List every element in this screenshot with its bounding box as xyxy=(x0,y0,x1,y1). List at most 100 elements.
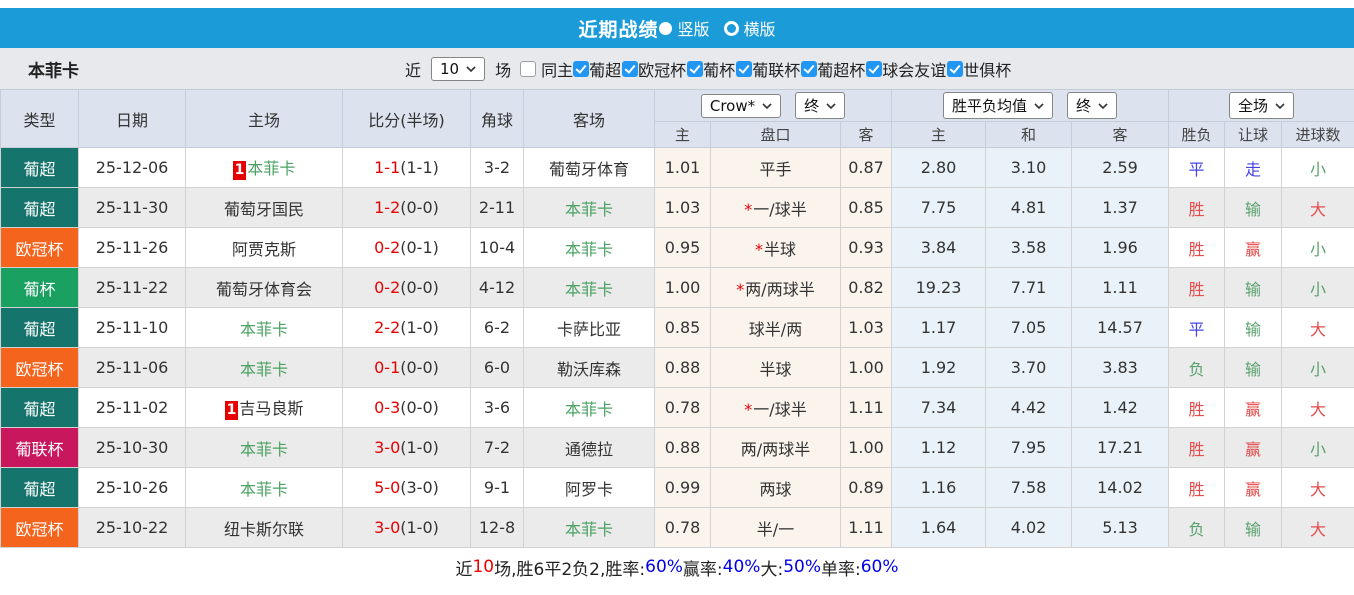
cell-avg-draw: 3.10 xyxy=(985,147,1073,188)
cell-score: 3-0(1-0) xyxy=(342,507,471,548)
rank-badge: 1 xyxy=(224,401,239,420)
cell-home-team: 葡萄牙体育会 xyxy=(185,267,343,308)
handicap-text: 半球 xyxy=(759,359,792,379)
cell-home-team: 阿贾克斯 xyxy=(185,227,343,268)
avg-type-select[interactable]: 胜平负均值 xyxy=(943,92,1054,119)
league-checkbox[interactable] xyxy=(687,60,704,77)
odds-time-select[interactable]: 终 xyxy=(795,92,846,119)
league-checkbox[interactable] xyxy=(947,60,964,77)
col-header-type: 类型 xyxy=(0,89,79,148)
vertical-layout-label[interactable]: 竖版 xyxy=(677,20,710,39)
team-name: 本菲卡 xyxy=(28,61,79,81)
handicap-text: 两/两球半 xyxy=(740,439,811,459)
cell-away-team: 卡萨比亚 xyxy=(523,307,655,348)
fulltime-score: 5-0 xyxy=(374,478,401,497)
halftime-score: (1-0) xyxy=(400,318,439,337)
cell-odds-away: 0.93 xyxy=(839,227,893,268)
halftime-score: (0-0) xyxy=(400,398,439,417)
league-filter-label: 葡超 xyxy=(589,60,622,80)
league-filter-group: 葡超 欧冠杯 葡杯 葡联杯 葡超杯 球会友谊 世俱杯 xyxy=(573,57,1012,81)
league-badge: 葡联杯 xyxy=(0,427,79,468)
cell-away-team: 本菲卡 xyxy=(523,227,655,268)
handicap-text: 半/一 xyxy=(756,519,795,539)
chevron-down-icon xyxy=(1275,102,1285,109)
away-team-name: 本菲卡 xyxy=(564,279,613,299)
avg-type-value: 胜平负均值 xyxy=(952,97,1028,115)
halftime-score: (3-0) xyxy=(400,478,439,497)
league-badge: 葡超 xyxy=(0,187,79,228)
odds-time-value: 终 xyxy=(804,97,820,115)
cell-away-team: 勒沃库森 xyxy=(523,347,655,388)
halftime-score: (0-1) xyxy=(400,238,439,257)
cell-away-team: 本菲卡 xyxy=(523,267,655,308)
same-home-label: 同主 xyxy=(541,60,574,80)
cell-result-outcome: 负 xyxy=(1168,507,1226,548)
cell-away-team: 阿罗卡 xyxy=(523,467,655,508)
fulltime-score: 0-1 xyxy=(374,358,401,377)
odds-source-select[interactable]: Crow* xyxy=(700,93,782,118)
cell-result-outcome: 胜 xyxy=(1168,427,1226,468)
same-home-checkbox[interactable] xyxy=(520,60,537,77)
cell-result-goals: 小 xyxy=(1281,427,1354,468)
fulltime-score: 0-3 xyxy=(374,398,401,417)
cell-odds-home: 0.88 xyxy=(654,347,711,388)
handicap-text: 两球 xyxy=(759,479,792,499)
league-filter-label: 球会友谊 xyxy=(882,60,947,80)
league-filter-label: 葡超杯 xyxy=(817,60,866,80)
home-team-name: 阿贾克斯 xyxy=(231,239,296,259)
league-checkbox[interactable] xyxy=(801,60,818,77)
games-count-select[interactable]: 10 xyxy=(431,56,486,81)
col-header-date: 日期 xyxy=(78,89,186,148)
fulltime-score: 1-2 xyxy=(374,198,401,217)
cell-odds-away: 1.00 xyxy=(839,347,893,388)
away-team-name: 本菲卡 xyxy=(564,239,613,259)
cell-avg-home: 1.92 xyxy=(891,347,987,388)
cell-result-goals: 大 xyxy=(1281,387,1354,428)
cell-avg-away: 14.02 xyxy=(1071,467,1170,508)
league-checkbox[interactable] xyxy=(736,60,753,77)
cell-avg-home: 2.80 xyxy=(891,147,987,188)
cell-date: 25-11-06 xyxy=(78,347,186,388)
handicap-text: 球半/两 xyxy=(748,319,803,339)
cell-avg-home: 19.23 xyxy=(891,267,987,308)
cell-odds-home: 0.99 xyxy=(654,467,711,508)
halftime-score: (0-0) xyxy=(400,358,439,377)
league-badge: 葡超 xyxy=(0,467,79,508)
cell-result-goals: 小 xyxy=(1281,147,1354,188)
summary-segment: 60% xyxy=(645,557,683,577)
horizontal-layout-label[interactable]: 横版 xyxy=(743,20,776,39)
cell-avg-home: 3.84 xyxy=(891,227,987,268)
cell-away-team: 本菲卡 xyxy=(523,507,655,548)
sub-header-avg-away: 客 xyxy=(1071,121,1170,148)
summary-segment: 10 xyxy=(472,557,495,577)
avg-time-select[interactable]: 终 xyxy=(1067,92,1118,119)
summary-segment: 60% xyxy=(860,557,899,577)
fulltime-score: 0-2 xyxy=(374,238,401,257)
league-filter-label: 欧冠杯 xyxy=(638,60,687,80)
league-checkbox[interactable] xyxy=(866,60,883,77)
cell-odds-away: 0.89 xyxy=(839,467,893,508)
cell-avg-draw: 4.02 xyxy=(985,507,1073,548)
cell-date: 25-10-22 xyxy=(78,507,186,548)
cell-odds-home: 1.00 xyxy=(654,267,711,308)
horizontal-layout-radio[interactable] xyxy=(723,20,739,36)
near-label: 近 xyxy=(405,60,422,80)
cell-avg-away: 5.13 xyxy=(1071,507,1170,548)
cell-result-handicap-result: 输 xyxy=(1224,187,1283,228)
cell-result-outcome: 胜 xyxy=(1168,467,1226,508)
chevron-down-icon xyxy=(1034,102,1044,109)
league-checkbox[interactable] xyxy=(573,60,590,77)
league-checkbox[interactable] xyxy=(622,60,639,77)
home-team-name: 纽卡斯尔联 xyxy=(223,519,304,539)
halftime-score: (1-1) xyxy=(400,158,439,177)
cell-date: 25-10-30 xyxy=(78,427,186,468)
cell-result-goals: 大 xyxy=(1281,467,1354,508)
cell-handicap: 球半/两 xyxy=(710,307,841,348)
home-team-name: 葡萄牙体育会 xyxy=(215,279,312,299)
cell-avg-home: 7.34 xyxy=(891,387,987,428)
league-badge: 葡杯 xyxy=(0,267,79,308)
cell-away-team: 本菲卡 xyxy=(523,387,655,428)
vertical-layout-radio[interactable] xyxy=(659,21,673,35)
scope-select[interactable]: 全场 xyxy=(1229,92,1295,119)
